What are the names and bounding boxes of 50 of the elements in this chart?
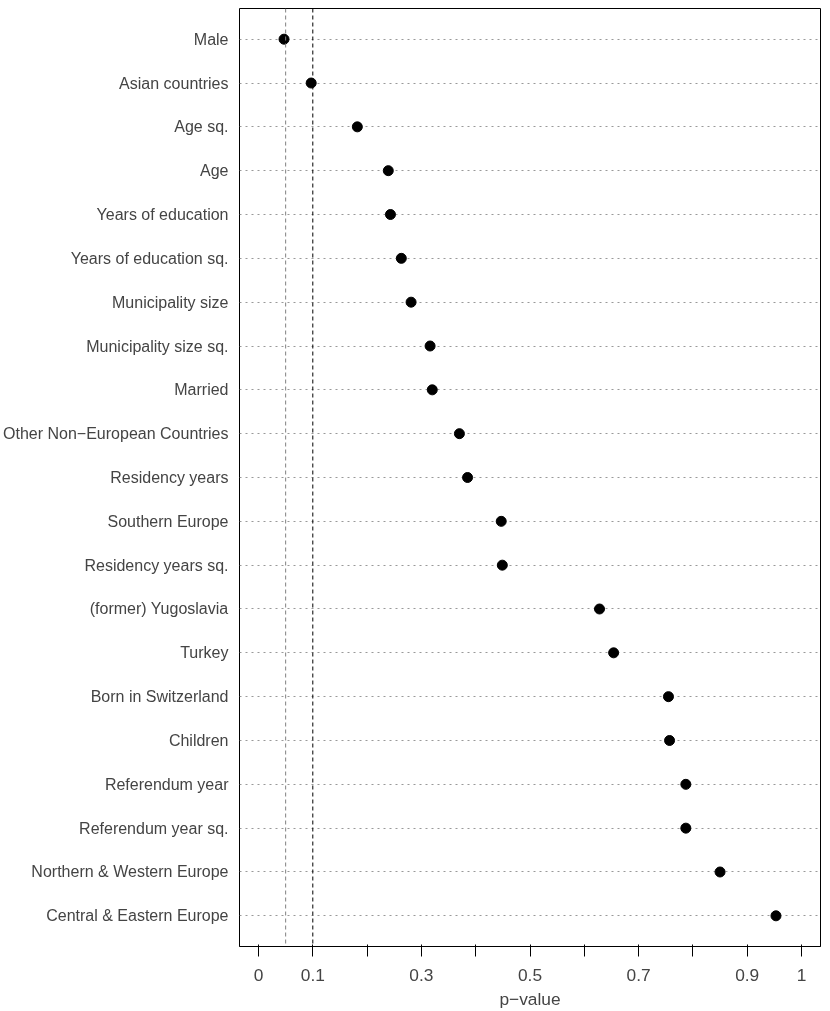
point (770, 910, 782, 922)
y-tick-label: Municipality size sq. (86, 337, 229, 355)
y-tick-label: Years of education sq. (70, 249, 229, 267)
y-tick-label: Married (174, 381, 229, 399)
point (594, 603, 605, 615)
x-tick-label: 0.1 (300, 964, 325, 985)
y-tick-label: Municipality size (112, 293, 229, 311)
y-tick-label: (former) Yugoslavia (89, 600, 229, 618)
point (426, 384, 438, 396)
point (664, 735, 676, 746)
point (382, 165, 394, 177)
point (351, 121, 363, 133)
y-tick-label: Asian countries (119, 74, 229, 92)
point (405, 296, 417, 308)
y-tick-label: Children (168, 731, 229, 749)
point (462, 472, 474, 483)
y-tick-label: Male (193, 30, 229, 48)
x-tick-label: 0.5 (517, 964, 543, 985)
y-tick-label: Age (200, 162, 229, 180)
x-tick-label: 0.7 (626, 964, 651, 985)
y-tick-label: Years of education (96, 206, 229, 224)
y-tick-label: Turkey (180, 644, 229, 662)
y-tick-label: Age sq. (174, 118, 229, 136)
x-axis-title: p−value (499, 988, 561, 1009)
point (384, 209, 396, 220)
y-tick-label: Southern Europe (107, 512, 229, 530)
y-tick-label: Central & Eastern Europe (46, 907, 229, 925)
point (453, 428, 465, 440)
point (395, 252, 407, 264)
y-tick-label: Referendum year (104, 775, 230, 793)
y-tick-label: Residency years (110, 469, 229, 486)
y-tick-label: Northern & Western Europe (31, 863, 229, 881)
y-tick-label: Referendum year sq. (79, 819, 229, 837)
x-tick-label: 0 (253, 964, 264, 985)
y-tick-label: Residency years sq. (84, 556, 229, 574)
x-tick-label: 0.9 (735, 964, 760, 985)
x-tick-label: 1 (796, 964, 807, 985)
point (608, 647, 620, 659)
x-tick-label: 0.3 (409, 964, 434, 985)
y-tick-label: Other Non−European Countries (3, 425, 229, 443)
point (305, 77, 317, 89)
point (680, 822, 692, 834)
point (496, 559, 508, 571)
point (278, 33, 290, 45)
point (495, 515, 507, 527)
y-tick-label: Born in Switzerland (90, 688, 229, 706)
point (424, 340, 436, 352)
point (714, 866, 726, 878)
point (680, 778, 692, 790)
point (662, 691, 674, 703)
